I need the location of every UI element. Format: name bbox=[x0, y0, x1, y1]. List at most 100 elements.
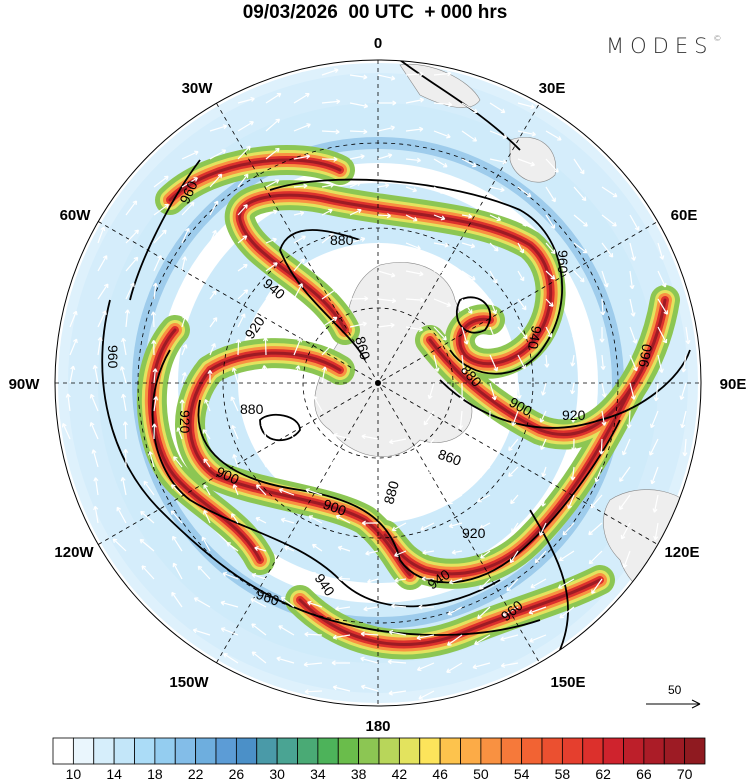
wind-vector-arrow bbox=[293, 92, 310, 104]
wind-vector-arrow bbox=[170, 510, 183, 524]
wind-vector-arrow bbox=[489, 130, 508, 139]
wind-vector-arrow bbox=[653, 382, 659, 402]
contour-label: 880 bbox=[380, 479, 402, 506]
wind-vector-arrow bbox=[650, 466, 659, 485]
wind-vector-arrow bbox=[511, 522, 519, 533]
wind-vector-arrow bbox=[540, 438, 547, 450]
wind-vector-arrow bbox=[93, 505, 99, 524]
wind-vector-arrow bbox=[657, 298, 668, 315]
wind-vector-arrow bbox=[349, 295, 369, 302]
wind-vector-arrow bbox=[251, 572, 267, 580]
wind-vector-arrow bbox=[600, 354, 606, 370]
colorbar-swatch bbox=[684, 737, 706, 765]
wind-vector-arrow bbox=[321, 259, 336, 272]
wind-vector-arrow bbox=[391, 603, 407, 609]
wind-vector-arrow bbox=[657, 326, 668, 344]
wind-vector-arrow bbox=[570, 410, 576, 423]
wind-vector-arrow bbox=[349, 208, 362, 216]
wind-vector-arrow bbox=[141, 565, 155, 580]
wind-vector-arrow bbox=[293, 283, 303, 300]
wind-vector-arrow bbox=[65, 393, 71, 412]
wind-vector-arrow bbox=[650, 410, 659, 429]
wind-vector-arrow bbox=[433, 101, 453, 107]
wind-vector-arrow bbox=[405, 326, 424, 332]
wind-vector-arrow bbox=[192, 628, 211, 636]
colorbar-swatch bbox=[154, 737, 176, 765]
colorbar-swatch bbox=[134, 737, 156, 765]
wind-vector-arrow bbox=[361, 434, 379, 440]
wind-vector-arrow bbox=[321, 98, 341, 105]
colorbar-tick-label: 22 bbox=[187, 766, 204, 782]
wind-vector-arrow bbox=[265, 285, 275, 300]
colorbar-swatch bbox=[297, 737, 319, 765]
wind-vector-arrow bbox=[626, 410, 632, 429]
wind-vector-arrow bbox=[220, 627, 239, 636]
colorbar-swatch bbox=[460, 737, 482, 765]
wind-vector-arrow bbox=[282, 571, 295, 580]
wind-vector-arrow bbox=[433, 130, 451, 139]
wind-vector-arrow bbox=[265, 209, 278, 216]
wind-vector-arrow bbox=[335, 606, 351, 612]
wind-vector-arrow bbox=[573, 242, 588, 254]
colorbar-tick-label: 70 bbox=[676, 766, 693, 782]
contour-label: 860 bbox=[352, 335, 374, 362]
colorbar-tick-label: 18 bbox=[147, 766, 163, 782]
wind-vector-arrow bbox=[448, 578, 463, 585]
wind-vector-arrow bbox=[517, 326, 528, 340]
wind-vector-arrow bbox=[321, 342, 335, 356]
wind-vector-arrow bbox=[181, 256, 188, 272]
colorbar bbox=[52, 737, 706, 765]
wind-vector-arrow bbox=[335, 514, 351, 524]
wind-vector-arrow bbox=[451, 466, 463, 482]
wind-vector-arrow bbox=[204, 399, 211, 412]
colorbar-tick-label: 42 bbox=[391, 766, 408, 782]
wind-vector-arrow bbox=[321, 316, 338, 328]
wind-vector-arrow bbox=[545, 186, 556, 203]
wind-vector-arrow bbox=[293, 210, 305, 216]
wind-vector-arrow bbox=[570, 354, 576, 367]
wind-vector-arrow bbox=[418, 604, 435, 610]
wind-vector-arrow bbox=[573, 298, 581, 312]
wind-vector-arrow bbox=[321, 156, 338, 162]
map-border bbox=[54, 59, 702, 707]
wind-vector-arrow bbox=[338, 576, 351, 582]
wind-vector-arrow bbox=[61, 423, 71, 440]
wind-vector-arrow bbox=[573, 270, 585, 283]
wind-vector-arrow bbox=[573, 158, 585, 175]
wind-vector-arrow bbox=[474, 634, 491, 645]
colorbar-tick-label: 38 bbox=[350, 766, 367, 782]
wind-vector-arrow bbox=[446, 634, 463, 646]
vector-legend bbox=[646, 699, 701, 709]
wind-vector-arrow bbox=[433, 270, 452, 276]
wind-vector-arrow bbox=[405, 242, 421, 251]
wind-vector-arrow bbox=[500, 634, 519, 642]
wind-vector-arrow bbox=[446, 662, 463, 673]
wind-vector-arrow bbox=[506, 578, 519, 592]
wind-vector-arrow bbox=[571, 438, 577, 452]
contour-label: 880 bbox=[240, 401, 264, 417]
wind-vector-arrow bbox=[332, 634, 351, 640]
colorbar-tick-label: 46 bbox=[432, 766, 448, 782]
wind-vector-arrow bbox=[422, 438, 435, 454]
colorbar-swatch bbox=[663, 737, 686, 765]
wind-vector-arrow bbox=[477, 494, 491, 503]
wind-vector-arrow bbox=[559, 606, 575, 619]
wind-vector-arrow bbox=[321, 129, 340, 135]
wind-vector-arrow bbox=[153, 255, 163, 272]
wind-vector-arrow bbox=[278, 488, 295, 496]
wind-vector-arrow bbox=[255, 484, 267, 496]
wind-vector-arrow bbox=[293, 183, 308, 189]
wind-vector-arrow bbox=[540, 494, 547, 507]
wind-vector-arrow bbox=[433, 158, 448, 168]
wind-vector-arrow bbox=[629, 242, 637, 261]
wind-vector-arrow bbox=[461, 213, 473, 219]
lon-label-150w: 150W bbox=[169, 674, 209, 691]
wind-vector-arrow bbox=[337, 545, 351, 552]
colorbar-swatch bbox=[480, 737, 502, 765]
wind-vector-arrow bbox=[657, 242, 665, 260]
wind-vector-arrow bbox=[601, 242, 614, 258]
colorbar-swatch bbox=[419, 737, 441, 765]
wind-vector-arrow bbox=[448, 494, 463, 505]
colorbar-swatch bbox=[256, 737, 278, 765]
